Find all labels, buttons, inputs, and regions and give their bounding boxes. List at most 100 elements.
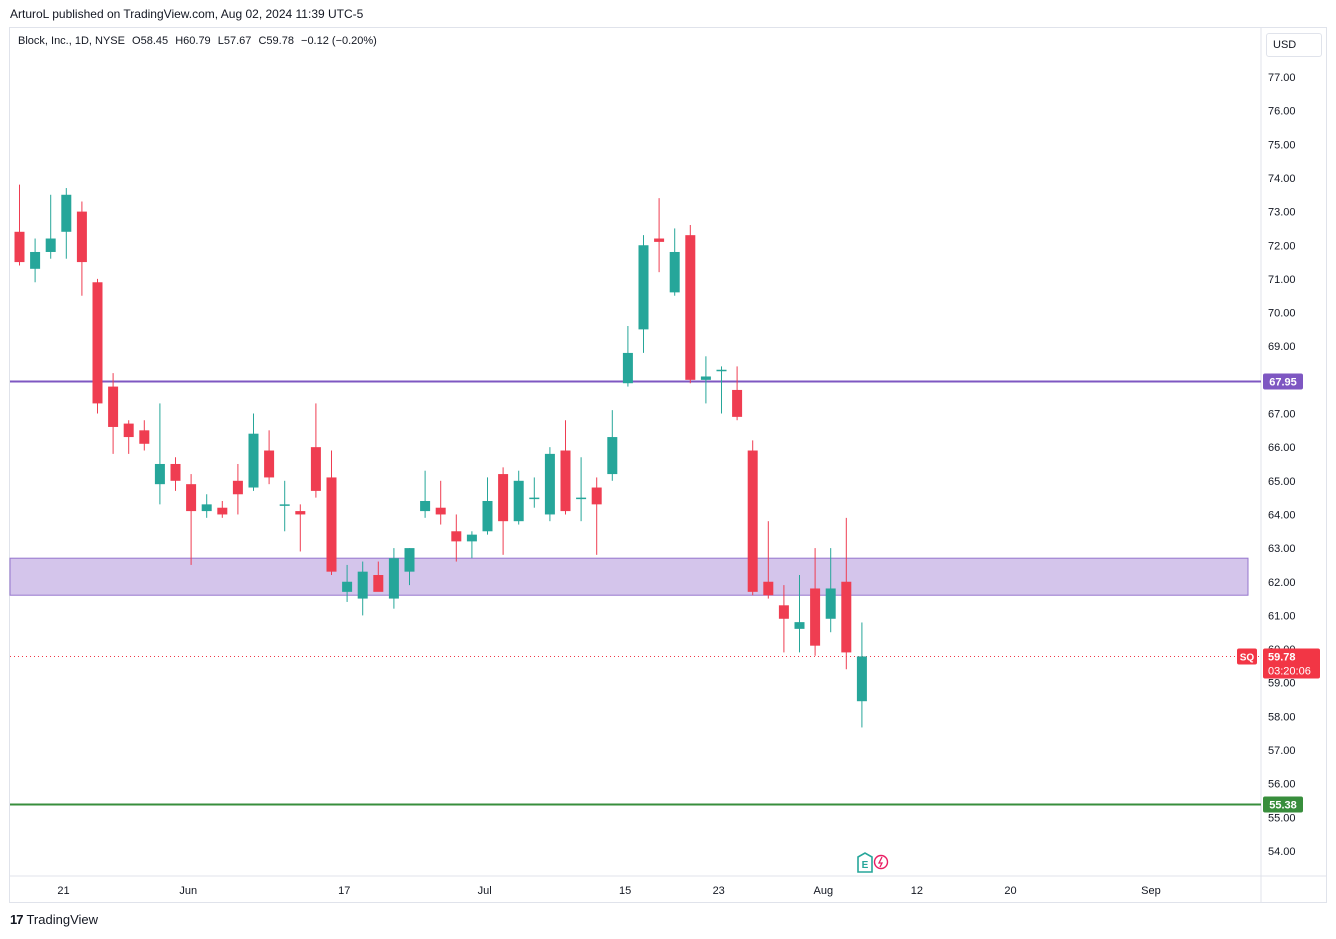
candle-body	[622, 352, 633, 384]
x-tick-label: 12	[911, 885, 923, 897]
brand-label: TradingView	[26, 912, 99, 927]
y-tick-label: 64.00	[1268, 509, 1296, 521]
candle-body	[482, 500, 493, 532]
candle-body	[560, 450, 571, 512]
candle-body	[825, 588, 836, 619]
price-label-1: 55.38	[1269, 800, 1297, 812]
x-tick-label: 20	[1004, 885, 1016, 897]
y-tick-label: 59.00	[1268, 678, 1296, 690]
y-tick-label: 62.00	[1268, 577, 1296, 589]
candle-body	[264, 450, 275, 478]
candle-body	[763, 581, 774, 596]
candle-body	[420, 500, 431, 512]
candle-body	[388, 558, 399, 599]
candle-body	[498, 474, 509, 522]
y-tick-label: 69.00	[1268, 341, 1296, 353]
candle-body	[154, 463, 165, 485]
y-tick-label: 77.00	[1268, 72, 1296, 84]
y-tick-label: 72.00	[1268, 240, 1296, 252]
tradingview-logo-icon: 17	[10, 912, 24, 927]
candle-body	[326, 477, 337, 572]
symbol-label-bg	[1237, 648, 1257, 665]
last-price-label-bg	[1263, 648, 1320, 679]
candle-body	[61, 194, 72, 232]
y-tick-label: 56.00	[1268, 779, 1296, 791]
candle-body	[513, 480, 524, 522]
legend-close: C59.78	[258, 35, 294, 47]
y-tick-label: 67.00	[1268, 409, 1296, 421]
x-tick-label: Aug	[814, 885, 834, 897]
candle-body	[139, 430, 150, 444]
x-tick-label: 15	[619, 885, 631, 897]
y-tick-label: 70.00	[1268, 308, 1296, 320]
candle-body	[279, 504, 290, 506]
candle-body	[30, 251, 41, 269]
candle-body	[232, 480, 243, 495]
symbol-label: SQ	[1240, 652, 1255, 663]
countdown-timer: 03:20:06	[1268, 665, 1311, 677]
candle-body	[201, 504, 212, 512]
candle-body	[76, 211, 87, 263]
candle-body	[544, 453, 555, 515]
x-tick-label: 23	[713, 885, 725, 897]
candle-body	[14, 231, 25, 263]
candle-body	[607, 437, 618, 475]
candle-body	[45, 238, 56, 252]
candle-body	[435, 507, 446, 515]
y-tick-label: 76.00	[1268, 106, 1296, 118]
footer-brand[interactable]: 17 TradingView	[10, 912, 98, 927]
candle-body	[92, 282, 103, 404]
svg-text:E: E	[862, 860, 869, 871]
candle-body	[856, 656, 867, 702]
price-label-bg	[1263, 796, 1303, 813]
candle-body	[747, 450, 758, 592]
x-tick-label: 17	[338, 885, 350, 897]
legend-change: −0.12 (−0.20%)	[301, 35, 377, 47]
candle-body	[373, 575, 384, 592]
x-tick-label: Sep	[1141, 885, 1161, 897]
candle-body	[700, 376, 711, 380]
y-tick-label: 65.00	[1268, 476, 1296, 488]
candle-body	[685, 235, 696, 380]
candle-body	[186, 484, 197, 512]
y-tick-label: 71.00	[1268, 274, 1296, 286]
legend-high: H60.79	[175, 35, 211, 47]
y-tick-label: 74.00	[1268, 173, 1296, 185]
price-label-bg	[1263, 373, 1303, 390]
y-tick-label: 54.00	[1268, 846, 1296, 858]
y-tick-label: 55.00	[1268, 812, 1296, 824]
candle-body	[108, 386, 119, 427]
legend-symbol: Block, Inc., 1D, NYSE	[18, 35, 125, 47]
candle-body	[794, 622, 805, 629]
candle-body	[591, 487, 602, 505]
candle-body	[123, 423, 134, 438]
y-tick-label: 75.00	[1268, 139, 1296, 151]
x-tick-label: Jul	[478, 885, 492, 897]
candle-body	[404, 548, 415, 572]
candle-body	[248, 433, 259, 488]
candle-body	[342, 581, 353, 592]
earnings-event-icon[interactable]: E	[857, 852, 889, 873]
candle-body	[310, 447, 321, 491]
x-tick-label: Jun	[179, 885, 197, 897]
x-tick-label: 21	[57, 885, 69, 897]
y-tick-label: 58.00	[1268, 711, 1296, 723]
currency-selector[interactable]: USD	[1266, 33, 1322, 57]
price-label-0: 67.95	[1269, 377, 1297, 389]
ohlc-legend: Block, Inc., 1D, NYSE O58.45 H60.79 L57.…	[18, 35, 381, 47]
candle-body	[170, 463, 181, 481]
candle-body	[716, 369, 727, 372]
candle-body	[529, 497, 540, 500]
candle-body	[778, 605, 789, 619]
publisher-caption: ArturoL published on TradingView.com, Au…	[10, 7, 364, 21]
chart-frame	[9, 27, 1327, 903]
candle-body	[841, 581, 852, 653]
candle-body	[576, 497, 587, 500]
y-tick-label: 66.00	[1268, 442, 1296, 454]
candle-body	[732, 389, 743, 417]
y-tick-label: 61.00	[1268, 610, 1296, 622]
support-zone	[9, 557, 1249, 596]
candle-body	[810, 588, 821, 646]
y-tick-label: 63.00	[1268, 543, 1296, 555]
